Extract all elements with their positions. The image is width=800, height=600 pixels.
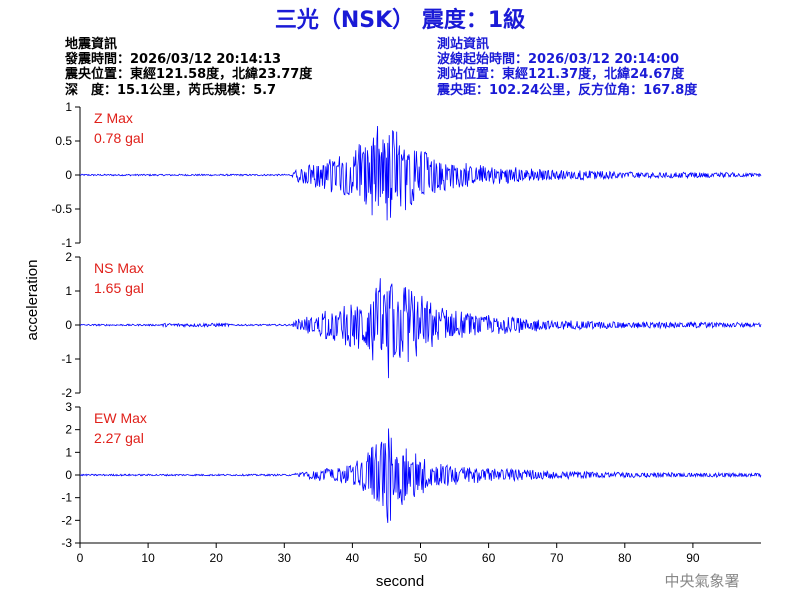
- z-y-tick-label: 0: [65, 168, 72, 182]
- ew-y-tick-label: -3: [61, 536, 72, 550]
- event-info-heading: 地震資訊: [65, 36, 117, 52]
- z-y-tick-label: 1: [65, 100, 72, 114]
- ew-y-tick-label: -1: [61, 491, 72, 505]
- x-tick-label: 90: [686, 551, 700, 565]
- origin-time: 發震時間：2026/03/12 20:14:13: [64, 51, 281, 67]
- distance-azimuth: 震央距：102.24公里，反方位角：167.8度: [436, 82, 698, 98]
- epicenter-location: 震央位置：東經121.58度，北緯23.77度: [64, 66, 313, 82]
- ns-panel: -2 -1 0 1 2 NS Max 1.65 gal: [61, 250, 762, 400]
- ew-y-tick-label: 1: [65, 445, 72, 459]
- ns-y-tick-label: 2: [65, 250, 72, 264]
- x-tick-label: 30: [278, 551, 292, 565]
- z-panel: -1 -0.5 0 0.5 1 Z Max 0.78 gal: [51, 100, 762, 250]
- x-tick-label: 0: [77, 551, 84, 565]
- ns-y-tick-label: 0: [65, 318, 72, 332]
- panels-group: -1 -0.5 0 0.5 1 Z Max 0.78 gal -2 -1 0 1 2 NS Max 1.6…: [51, 100, 762, 565]
- ew-panel: -3 -2 -1 0 1 2 3 EW Max 2.27 gal: [61, 400, 762, 550]
- ew-y-tick-label: 3: [65, 400, 72, 414]
- z-y-tick-label: -1: [61, 236, 72, 250]
- z-waveform-line: [79, 125, 762, 221]
- ns-max-value: 1.65 gal: [94, 280, 144, 296]
- z-y-tick-label: 0.5: [55, 134, 72, 148]
- ew-waveform-line: [79, 428, 762, 523]
- station-location: 測站位置：東經121.37度，北緯24.67度: [437, 66, 685, 82]
- ns-y-tick-label: -1: [61, 352, 72, 366]
- ew-y-tick-label: -2: [61, 513, 72, 527]
- y-axis-label: acceleration: [24, 260, 41, 341]
- ns-y-tick-label: 1: [65, 284, 72, 298]
- ew-y-tick-label: 2: [65, 423, 72, 437]
- x-axis-label: second: [376, 573, 424, 590]
- ns-y-tick-label: -2: [61, 386, 72, 400]
- agency-footer: 中央氣象署: [664, 572, 739, 590]
- figure-title: 三光（NSK） 震度：1級: [275, 7, 525, 33]
- ew-max-label: EW Max: [94, 410, 147, 426]
- x-tick-label: 40: [346, 551, 360, 565]
- ew-y-tick-label: 0: [65, 468, 72, 482]
- depth-magnitude: 深 度：15.1公里，芮氏規模：5.7: [65, 82, 276, 98]
- ns-max-label: NS Max: [94, 260, 144, 276]
- ew-max-value: 2.27 gal: [94, 430, 144, 446]
- z-y-tick-label: -0.5: [51, 202, 72, 216]
- station-info-heading: 測站資訊: [437, 36, 489, 52]
- ns-waveform-line: [79, 278, 762, 379]
- x-tick-label: 20: [210, 551, 224, 565]
- x-tick-label: 50: [414, 551, 428, 565]
- x-tick-label: 80: [618, 551, 632, 565]
- x-axis: 0 10 20 30 40 50 60 70 80 90: [77, 542, 761, 565]
- z-max-label: Z Max: [94, 110, 133, 126]
- x-tick-label: 10: [141, 551, 155, 565]
- x-tick-label: 70: [550, 551, 564, 565]
- station-info-block: 測站資訊 波線起始時間：2026/03/12 20:14:00 測站位置：東經1…: [436, 36, 698, 98]
- wave-start-time: 波線起始時間：2026/03/12 20:14:00: [437, 51, 679, 67]
- z-max-value: 0.78 gal: [94, 130, 144, 146]
- x-tick-label: 60: [482, 551, 496, 565]
- event-info-block: 地震資訊 發震時間：2026/03/12 20:14:13 震央位置：東經121…: [64, 36, 313, 98]
